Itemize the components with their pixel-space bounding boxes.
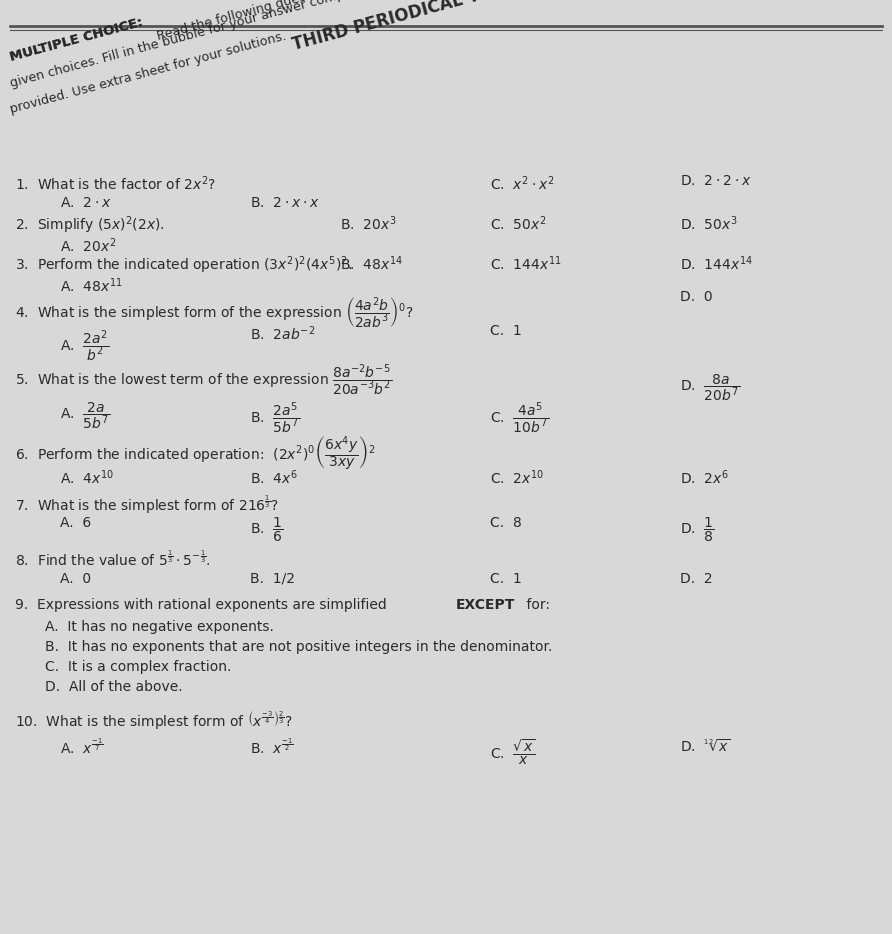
Text: 10.  What is the simplest form of $\left(x^{\frac{-3}{4}}\right)^{\frac{2}{3}}$?: 10. What is the simplest form of $\left(…	[15, 710, 293, 732]
Text: B.  $2ab^{-2}$: B. $2ab^{-2}$	[250, 324, 315, 343]
Text: EXCEPT: EXCEPT	[456, 598, 516, 612]
Text: D.  $\dfrac{1}{8}$: D. $\dfrac{1}{8}$	[680, 516, 714, 545]
Text: provided. Use extra sheet for your solutions.: provided. Use extra sheet for your solut…	[9, 30, 288, 116]
Text: 7.  What is the simplest form of $216^{\frac{1}{3}}$?: 7. What is the simplest form of $216^{\f…	[15, 494, 279, 517]
Text: A.  $\dfrac{2a}{5b^7}$: A. $\dfrac{2a}{5b^7}$	[60, 400, 110, 431]
Text: 3.  Perform the indicated operation $(3x^2)^2(4x^5)^2$.: 3. Perform the indicated operation $(3x^…	[15, 254, 352, 276]
Text: 8.  Find the value of $5^{\frac{1}{3}} \cdot 5^{-\frac{1}{3}}$.: 8. Find the value of $5^{\frac{1}{3}} \c…	[15, 550, 211, 570]
Text: B.  $\dfrac{2a^5}{5b^7}$: B. $\dfrac{2a^5}{5b^7}$	[250, 400, 300, 435]
Text: 4.  What is the simplest form of the expression $\left(\dfrac{4a^2b}{2ab^3}\righ: 4. What is the simplest form of the expr…	[15, 296, 413, 331]
Text: C.  $50x^2$: C. $50x^2$	[490, 214, 547, 233]
Text: MULTIPLE CHOICE:: MULTIPLE CHOICE:	[9, 16, 145, 64]
Text: 6.  Perform the indicated operation:  $(2x^2)^0\left(\dfrac{6x^4y}{3xy}\right)^2: 6. Perform the indicated operation: $(2x…	[15, 434, 376, 473]
Text: D.  $\dfrac{8a}{20b^7}$: D. $\dfrac{8a}{20b^7}$	[680, 372, 740, 403]
Text: C.  1: C. 1	[490, 572, 522, 586]
Text: C.  $x^2 \cdot x^2$: C. $x^2 \cdot x^2$	[490, 174, 554, 192]
Text: given choices. Fill in the bubble for your answer completely and clearly on the : given choices. Fill in the bubble for yo…	[9, 0, 582, 90]
Text: B.  $2 \cdot x \cdot x$: B. $2 \cdot x \cdot x$	[250, 196, 319, 210]
Text: D.  All of the above.: D. All of the above.	[45, 680, 183, 694]
Text: C.  $2x^{10}$: C. $2x^{10}$	[490, 468, 544, 487]
Text: B.  $4x^6$: B. $4x^6$	[250, 468, 298, 487]
Text: A.  $x^{\frac{-1}{7}}$: A. $x^{\frac{-1}{7}}$	[60, 738, 103, 757]
Text: A.  0: A. 0	[60, 572, 91, 586]
Text: A.  $\dfrac{2a^2}{b^2}$: A. $\dfrac{2a^2}{b^2}$	[60, 328, 110, 363]
Text: C.  8: C. 8	[490, 516, 522, 530]
Text: D.  $2x^6$: D. $2x^6$	[680, 468, 729, 487]
Text: Read the following questions and choose the best answer from the: Read the following questions and choose …	[152, 0, 573, 44]
Text: D.  $\sqrt[12]{x}$: D. $\sqrt[12]{x}$	[680, 738, 731, 755]
Text: D.  $2 \cdot 2 \cdot x$: D. $2 \cdot 2 \cdot x$	[680, 174, 752, 188]
Text: for:: for:	[522, 598, 550, 612]
Text: C.  $\dfrac{\sqrt{x}}{x}$: C. $\dfrac{\sqrt{x}}{x}$	[490, 738, 535, 767]
Text: 1.  What is the factor of $2x^2$?: 1. What is the factor of $2x^2$?	[15, 174, 216, 192]
Text: D.  0: D. 0	[680, 290, 713, 304]
Text: C.  1: C. 1	[490, 324, 522, 338]
Text: MULTIPLE CHOICE:: MULTIPLE CHOICE:	[9, 16, 145, 64]
Text: A.  It has no negative exponents.: A. It has no negative exponents.	[45, 620, 274, 634]
Text: A.  $20x^2$: A. $20x^2$	[60, 236, 117, 255]
Text: D.  2: D. 2	[680, 572, 713, 586]
Text: B.  1/2: B. 1/2	[250, 572, 295, 586]
Text: C.  $\dfrac{4a^5}{10b^7}$: C. $\dfrac{4a^5}{10b^7}$	[490, 400, 549, 435]
Text: 2.  Simplify $(5x)^2(2x)$.: 2. Simplify $(5x)^2(2x)$.	[15, 214, 165, 235]
Text: A.  6: A. 6	[60, 516, 91, 530]
Text: C.  $144x^{11}$: C. $144x^{11}$	[490, 254, 562, 273]
Text: 9.  Expressions with rational exponents are simplified: 9. Expressions with rational exponents a…	[15, 598, 391, 612]
Text: A.  $2 \cdot x$: A. $2 \cdot x$	[60, 196, 112, 210]
Text: 5.  What is the lowest term of the expression $\dfrac{8a^{-2}b^{-5}}{20a^{-3}b^2: 5. What is the lowest term of the expres…	[15, 362, 392, 398]
Text: C.  It is a complex fraction.: C. It is a complex fraction.	[45, 660, 231, 674]
Text: D.  $144x^{14}$: D. $144x^{14}$	[680, 254, 753, 273]
Text: B.  $\dfrac{1}{6}$: B. $\dfrac{1}{6}$	[250, 516, 284, 545]
Text: B.  It has no exponents that are not positive integers in the denominator.: B. It has no exponents that are not posi…	[45, 640, 552, 654]
Text: A.  $48x^{11}$: A. $48x^{11}$	[60, 276, 123, 294]
Text: A.  $4x^{10}$: A. $4x^{10}$	[60, 468, 114, 487]
Text: B.  $20x^3$: B. $20x^3$	[340, 214, 397, 233]
Text: THIRD PERIODICAL TEST IN MATHEMATICS: THIRD PERIODICAL TEST IN MATHEMATICS	[290, 0, 676, 54]
Text: D.  $50x^3$: D. $50x^3$	[680, 214, 738, 233]
Text: B.  $x^{\frac{-1}{2}}$: B. $x^{\frac{-1}{2}}$	[250, 738, 293, 757]
Text: B.  $48x^{14}$: B. $48x^{14}$	[340, 254, 403, 273]
